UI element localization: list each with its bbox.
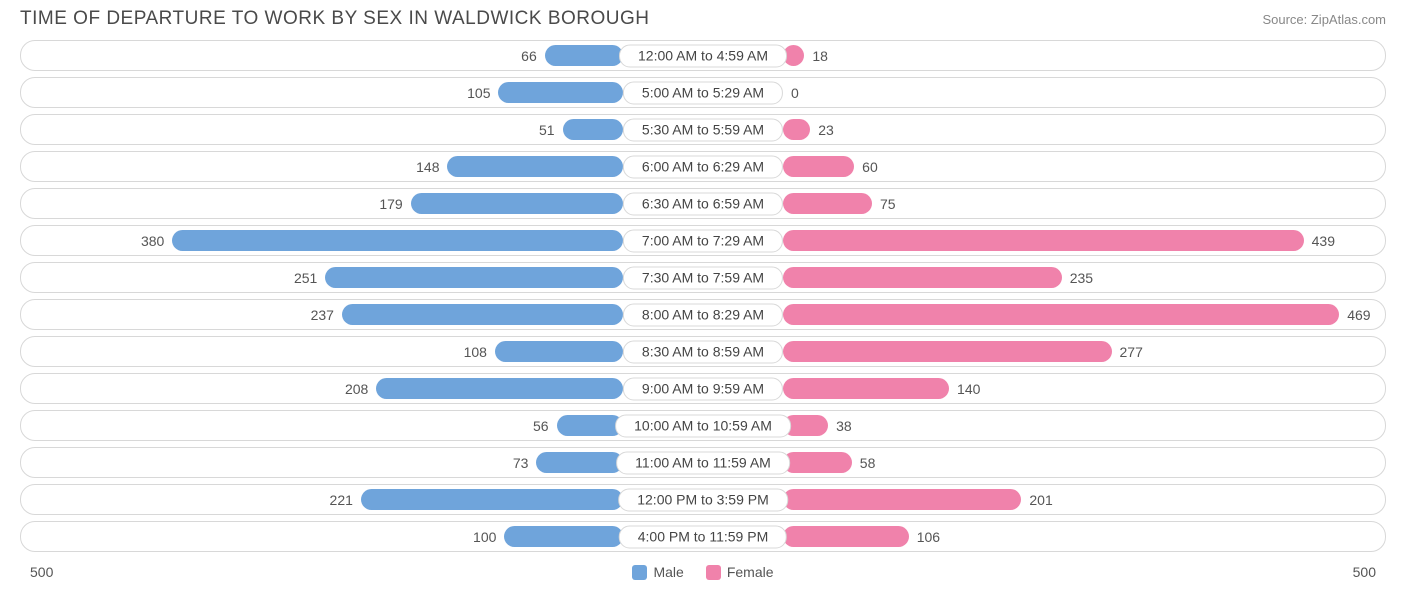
row-category-label: 6:00 AM to 6:29 AM xyxy=(623,155,783,178)
chart-row: 208 140 9:00 AM to 9:59 AM xyxy=(20,373,1386,404)
male-value: 51 xyxy=(539,122,555,138)
chart-row: 51 23 5:30 AM to 5:59 AM xyxy=(20,114,1386,145)
chart-row: 73 58 11:00 AM to 11:59 AM xyxy=(20,447,1386,478)
male-bar xyxy=(447,156,623,177)
male-bar xyxy=(361,489,623,510)
chart-body: 66 18 12:00 AM to 4:59 AM 105 0 5:00 AM to 5:… xyxy=(0,40,1406,562)
female-value: 469 xyxy=(1347,307,1370,323)
male-value: 73 xyxy=(513,455,529,471)
chart-row: 66 18 12:00 AM to 4:59 AM xyxy=(20,40,1386,71)
female-bar xyxy=(783,452,852,473)
legend-female-label: Female xyxy=(727,564,774,580)
male-bar xyxy=(342,304,623,325)
female-value: 18 xyxy=(812,48,828,64)
male-bar xyxy=(495,341,623,362)
chart-row: 108 277 8:30 AM to 8:59 AM xyxy=(20,336,1386,367)
row-category-label: 9:00 AM to 9:59 AM xyxy=(623,377,783,400)
male-value: 179 xyxy=(379,196,402,212)
female-bar xyxy=(783,304,1339,325)
male-value: 251 xyxy=(294,270,317,286)
row-category-label: 8:00 AM to 8:29 AM xyxy=(623,303,783,326)
row-category-label: 8:30 AM to 8:59 AM xyxy=(623,340,783,363)
legend: Male Female xyxy=(632,564,773,580)
row-category-label: 6:30 AM to 6:59 AM xyxy=(623,192,783,215)
row-category-label: 12:00 PM to 3:59 PM xyxy=(618,488,788,511)
row-category-label: 7:30 AM to 7:59 AM xyxy=(623,266,783,289)
female-value: 140 xyxy=(957,381,980,397)
male-bar xyxy=(545,45,623,66)
chart-row: 148 60 6:00 AM to 6:29 AM xyxy=(20,151,1386,182)
female-value: 23 xyxy=(818,122,834,138)
male-bar xyxy=(557,415,623,436)
female-bar xyxy=(783,267,1062,288)
male-bar xyxy=(563,119,623,140)
legend-male: Male xyxy=(632,564,683,580)
axis-right-max: 500 xyxy=(1353,564,1376,580)
male-bar xyxy=(498,82,623,103)
female-value: 201 xyxy=(1029,492,1052,508)
chart-row: 179 75 6:30 AM to 6:59 AM xyxy=(20,188,1386,219)
chart-row: 251 235 7:30 AM to 7:59 AM xyxy=(20,262,1386,293)
male-swatch-icon xyxy=(632,565,647,580)
chart-footer: 500 Male Female 500 xyxy=(0,562,1406,580)
male-bar xyxy=(411,193,623,214)
row-category-label: 11:00 AM to 11:59 AM xyxy=(616,451,790,474)
male-value: 100 xyxy=(473,529,496,545)
female-value: 0 xyxy=(791,85,799,101)
male-value: 148 xyxy=(416,159,439,175)
female-value: 277 xyxy=(1120,344,1143,360)
female-bar xyxy=(783,193,872,214)
male-value: 237 xyxy=(311,307,334,323)
legend-male-label: Male xyxy=(653,564,683,580)
chart-row: 105 0 5:00 AM to 5:29 AM xyxy=(20,77,1386,108)
female-bar xyxy=(783,119,810,140)
male-value: 108 xyxy=(464,344,487,360)
female-value: 75 xyxy=(880,196,896,212)
male-bar xyxy=(536,452,623,473)
row-category-label: 10:00 AM to 10:59 AM xyxy=(615,414,791,437)
male-bar xyxy=(172,230,623,251)
female-bar xyxy=(783,526,909,547)
female-value: 106 xyxy=(917,529,940,545)
male-value: 208 xyxy=(345,381,368,397)
row-category-label: 5:00 AM to 5:29 AM xyxy=(623,81,783,104)
legend-female: Female xyxy=(706,564,774,580)
female-bar xyxy=(783,156,854,177)
female-bar xyxy=(783,378,949,399)
row-category-label: 4:00 PM to 11:59 PM xyxy=(619,525,787,548)
male-value: 105 xyxy=(467,85,490,101)
axis-left-max: 500 xyxy=(30,564,53,580)
female-bar xyxy=(783,341,1112,362)
male-value: 380 xyxy=(141,233,164,249)
female-bar xyxy=(783,489,1021,510)
male-value: 221 xyxy=(330,492,353,508)
row-category-label: 12:00 AM to 4:59 AM xyxy=(619,44,787,67)
male-bar xyxy=(504,526,623,547)
male-bar xyxy=(376,378,623,399)
chart-row: 56 38 10:00 AM to 10:59 AM xyxy=(20,410,1386,441)
row-category-label: 5:30 AM to 5:59 AM xyxy=(623,118,783,141)
chart-title: TIME OF DEPARTURE TO WORK BY SEX IN WALD… xyxy=(20,8,650,30)
chart-header: TIME OF DEPARTURE TO WORK BY SEX IN WALD… xyxy=(0,0,1406,40)
female-value: 60 xyxy=(862,159,878,175)
chart-row: 221 201 12:00 PM to 3:59 PM xyxy=(20,484,1386,515)
female-value: 58 xyxy=(860,455,876,471)
female-value: 235 xyxy=(1070,270,1093,286)
female-swatch-icon xyxy=(706,565,721,580)
chart-row: 237 469 8:00 AM to 8:29 AM xyxy=(20,299,1386,330)
chart-source: Source: ZipAtlas.com xyxy=(1262,12,1386,27)
chart-row: 100 106 4:00 PM to 11:59 PM xyxy=(20,521,1386,552)
male-bar xyxy=(325,267,623,288)
chart-row: 380 439 7:00 AM to 7:29 AM xyxy=(20,225,1386,256)
male-value: 56 xyxy=(533,418,549,434)
row-category-label: 7:00 AM to 7:29 AM xyxy=(623,229,783,252)
female-bar xyxy=(783,230,1304,251)
female-value: 439 xyxy=(1312,233,1335,249)
female-value: 38 xyxy=(836,418,852,434)
male-value: 66 xyxy=(521,48,537,64)
